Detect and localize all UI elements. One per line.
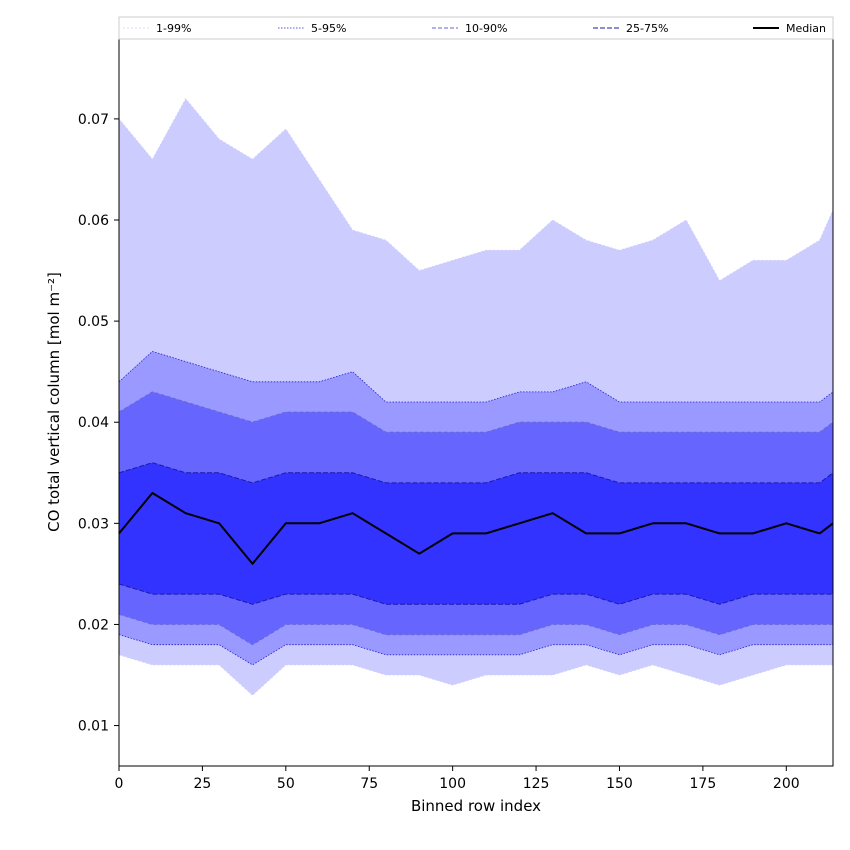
y-tick-label-4: 0.05 — [78, 314, 109, 330]
band-1-lower-line — [118, 634, 833, 666]
x-axis-label: Binned row index — [411, 797, 541, 815]
band-0-lower-line — [118, 654, 833, 696]
y-tick-label-2: 0.03 — [78, 516, 109, 532]
y-tick-label-1: 0.02 — [78, 617, 109, 633]
legend-label-1: 5-95% — [311, 22, 346, 35]
x-tick-label-6: 150 — [606, 776, 633, 792]
y-tick-label-5: 0.06 — [78, 213, 109, 229]
y-tick-label-0: 0.01 — [78, 719, 109, 735]
y-axis-label: CO total vertical column [mol m⁻²] — [45, 272, 63, 532]
band-2-lower-line — [118, 613, 833, 646]
x-tick-label-2: 50 — [277, 776, 295, 792]
y-tick-label-3: 0.04 — [78, 415, 109, 431]
x-tick-label-3: 75 — [360, 776, 378, 792]
band-0-upper-line — [118, 97, 834, 282]
median-line — [118, 492, 834, 565]
bands-group — [118, 97, 834, 696]
band-1-upper-line — [118, 350, 834, 403]
x-tick-label-7: 175 — [690, 776, 717, 792]
band-2-upper-line — [118, 391, 834, 433]
legend-label-0: 1-99% — [156, 22, 191, 35]
band-3-upper-line — [118, 462, 834, 484]
x-tick-label-5: 125 — [523, 776, 550, 792]
x-tick-label-0: 0 — [115, 776, 124, 792]
legend-label-2: 10-90% — [465, 22, 507, 35]
legend-label-4: Median — [786, 22, 826, 35]
x-tick-label-1: 25 — [193, 776, 211, 792]
band-3-lower-line — [118, 583, 833, 605]
y-tick-label-6: 0.07 — [78, 112, 109, 128]
median-group — [118, 492, 834, 565]
axes-group: 0 25 50 75 100 125 150 175 200 0.01 0.02 0.03 0.04 0.… — [78, 37, 834, 792]
legend: 1-99% 5-95% 10-90% 25-75% Median — [118, 16, 834, 40]
x-tick-label-4: 100 — [439, 776, 466, 792]
legend-box — [118, 16, 834, 40]
x-tick-label-8: 200 — [773, 776, 800, 792]
legend-label-3: 25-75% — [626, 22, 668, 35]
